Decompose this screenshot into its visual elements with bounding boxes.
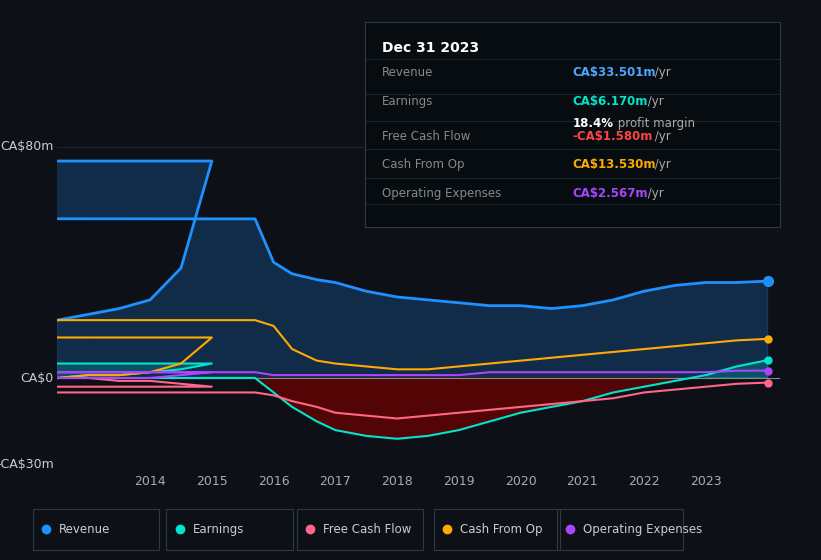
Text: Revenue: Revenue (382, 66, 433, 79)
Text: /yr: /yr (644, 186, 663, 199)
Text: CA$80m: CA$80m (1, 140, 54, 153)
Text: /yr: /yr (644, 95, 663, 108)
Text: CA$2.567m: CA$2.567m (573, 186, 648, 199)
Text: /yr: /yr (651, 130, 672, 143)
Text: Earnings: Earnings (382, 95, 433, 108)
Text: CA$6.170m: CA$6.170m (573, 95, 648, 108)
Text: Cash From Op: Cash From Op (382, 158, 465, 171)
Text: CA$13.530m: CA$13.530m (573, 158, 656, 171)
Text: Cash From Op: Cash From Op (460, 522, 543, 536)
Text: CA$0: CA$0 (21, 371, 54, 385)
Text: Free Cash Flow: Free Cash Flow (382, 130, 470, 143)
Text: Free Cash Flow: Free Cash Flow (323, 522, 411, 536)
Text: Operating Expenses: Operating Expenses (382, 186, 501, 199)
Text: -CA$30m: -CA$30m (0, 458, 54, 472)
Text: Revenue: Revenue (59, 522, 110, 536)
Text: 18.4%: 18.4% (573, 117, 613, 130)
Text: /yr: /yr (651, 66, 672, 79)
Text: Dec 31 2023: Dec 31 2023 (382, 41, 479, 55)
Text: /yr: /yr (651, 158, 672, 171)
Text: Operating Expenses: Operating Expenses (583, 522, 702, 536)
Text: Earnings: Earnings (192, 522, 244, 536)
Text: CA$33.501m: CA$33.501m (573, 66, 656, 79)
Text: profit margin: profit margin (614, 117, 695, 130)
Text: -CA$1.580m: -CA$1.580m (573, 130, 653, 143)
